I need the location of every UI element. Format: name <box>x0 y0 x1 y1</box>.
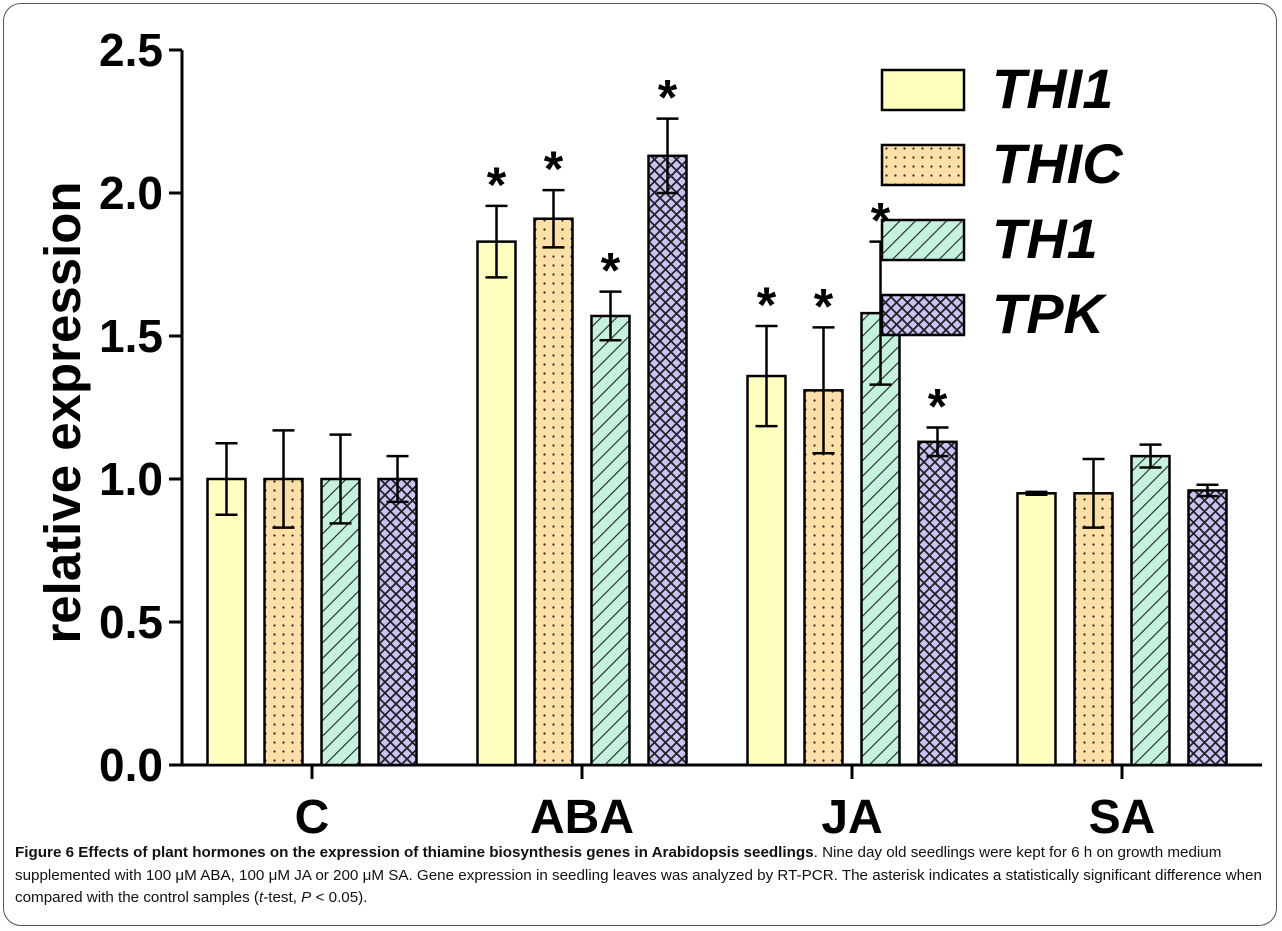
x-tick-label: SA <box>1089 791 1156 840</box>
caption-title: Figure 6 Effects of plant hormones on th… <box>15 844 814 861</box>
figure-frame <box>3 3 1277 926</box>
y-tick-label: 1.0 <box>99 453 163 505</box>
legend-label: TPK <box>992 282 1108 345</box>
legend-label: TH1 <box>992 207 1098 270</box>
significance-asterisk: * <box>544 141 564 197</box>
bar-pattern <box>918 441 957 765</box>
y-tick-label: 2.0 <box>99 167 163 219</box>
bar-pattern <box>591 315 630 765</box>
legend-label: THI1 <box>992 57 1113 120</box>
bar-pattern <box>861 313 900 765</box>
y-tick-label: 0.0 <box>99 739 163 791</box>
bar-pattern <box>1074 493 1113 765</box>
significance-asterisk: * <box>487 157 507 213</box>
bar-thi1 <box>747 376 786 765</box>
caption-p-italic: P <box>301 889 312 906</box>
caption-t-italic: t <box>258 889 264 906</box>
legend-swatch-pattern <box>882 145 964 185</box>
bar-pattern <box>534 218 573 766</box>
bar-pattern <box>1188 490 1227 765</box>
significance-asterisk: * <box>928 379 948 435</box>
significance-asterisk: * <box>658 70 678 126</box>
legend-swatch-outline <box>880 143 966 187</box>
caption-text-1: . Nine day old seedlings were kept for 6… <box>15 844 1262 906</box>
bar-thi1 <box>1017 493 1056 765</box>
bar-chart: 0.0 0.5 1.0 1.5 2.0 2.5 relative expression C AB… <box>34 24 1262 840</box>
bar-pattern <box>648 155 687 765</box>
significance-asterisk: * <box>757 277 777 333</box>
bar-thi1 <box>477 241 516 765</box>
legend-swatch-outline <box>880 218 966 262</box>
legend-swatch-thi1 <box>882 70 964 110</box>
y-axis-label: relative expression <box>34 181 91 643</box>
y-tick-label: 2.5 <box>99 24 163 76</box>
x-tick-label: C <box>295 791 330 840</box>
figure-caption: Figure 6 Effects of plant hormones on th… <box>15 842 1273 910</box>
significance-asterisk: * <box>601 243 621 299</box>
legend-label: THIC <box>992 132 1124 195</box>
bar-thi1 <box>207 479 246 765</box>
y-tick-label: 0.5 <box>99 596 163 648</box>
bar-pattern <box>378 479 417 765</box>
legend-swatch-pattern <box>882 295 964 335</box>
caption-text-3: < 0.05). <box>311 889 368 906</box>
x-tick-label: ABA <box>530 791 634 840</box>
legend-swatch-outline <box>880 293 966 337</box>
x-tick-label: JA <box>821 791 882 840</box>
bar-pattern <box>321 479 360 765</box>
legend-swatch-outline <box>880 68 966 112</box>
y-tick-label: 1.5 <box>99 310 163 362</box>
significance-asterisk: * <box>814 278 834 334</box>
bar-pattern <box>1131 456 1170 765</box>
caption-text-2: -test, <box>263 889 302 906</box>
legend-swatch-pattern <box>882 220 964 260</box>
